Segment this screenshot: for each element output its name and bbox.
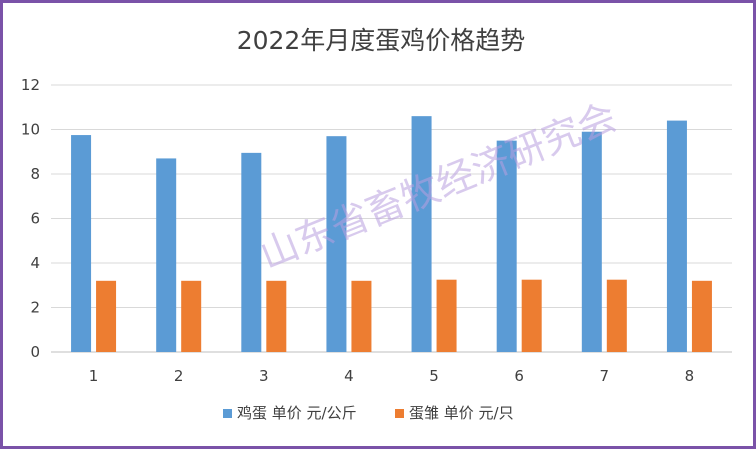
x-tick-label: 4 <box>344 367 354 385</box>
x-axis-ticks: 1 2 3 4 5 6 7 8 <box>89 367 694 385</box>
bars <box>71 116 712 353</box>
bar-egg-1 <box>71 135 92 352</box>
bar-chick-1 <box>96 280 117 352</box>
bar-egg-5 <box>411 116 432 353</box>
x-tick-label: 3 <box>259 367 269 385</box>
bar-chick-2 <box>181 280 202 352</box>
bar-chick-4 <box>351 280 372 352</box>
x-tick-label: 7 <box>600 367 610 385</box>
legend-swatch <box>395 409 404 418</box>
bar-egg-6 <box>496 140 517 352</box>
chart-title: 2022年月度蛋鸡价格趋势 <box>237 26 526 55</box>
bar-chick-3 <box>266 280 287 352</box>
watermark-text: 山东省畜牧经济研究会 <box>254 94 623 277</box>
bar-chick-7 <box>606 279 627 352</box>
x-tick-label: 5 <box>429 367 439 385</box>
x-tick-label: 1 <box>89 367 99 385</box>
legend-label: 蛋雏 单价 元/只 <box>409 404 514 422</box>
x-tick-label: 6 <box>514 367 524 385</box>
bar-chick-6 <box>521 279 542 352</box>
x-tick-label: 8 <box>685 367 695 385</box>
y-tick-label: 8 <box>30 165 40 183</box>
y-tick-label: 4 <box>30 254 40 272</box>
legend-swatch <box>223 409 232 418</box>
legend: 鸡蛋 单价 元/公斤 蛋雏 单价 元/只 <box>223 404 514 422</box>
y-tick-label: 12 <box>21 76 40 94</box>
x-tick-label: 2 <box>174 367 184 385</box>
y-tick-label: 10 <box>21 121 40 139</box>
bar-chick-8 <box>691 280 712 352</box>
y-axis-ticks: 0 2 4 6 8 10 12 <box>21 76 40 361</box>
y-tick-label: 2 <box>30 299 40 317</box>
bar-chick-5 <box>436 279 457 352</box>
bar-egg-8 <box>666 120 687 352</box>
bar-egg-3 <box>241 152 262 352</box>
bar-egg-4 <box>326 136 347 352</box>
y-tick-label: 6 <box>30 210 40 228</box>
bar-egg-2 <box>156 158 177 352</box>
bar-egg-7 <box>581 131 602 352</box>
y-tick-label: 0 <box>30 343 40 361</box>
legend-label: 鸡蛋 单价 元/公斤 <box>237 404 357 422</box>
